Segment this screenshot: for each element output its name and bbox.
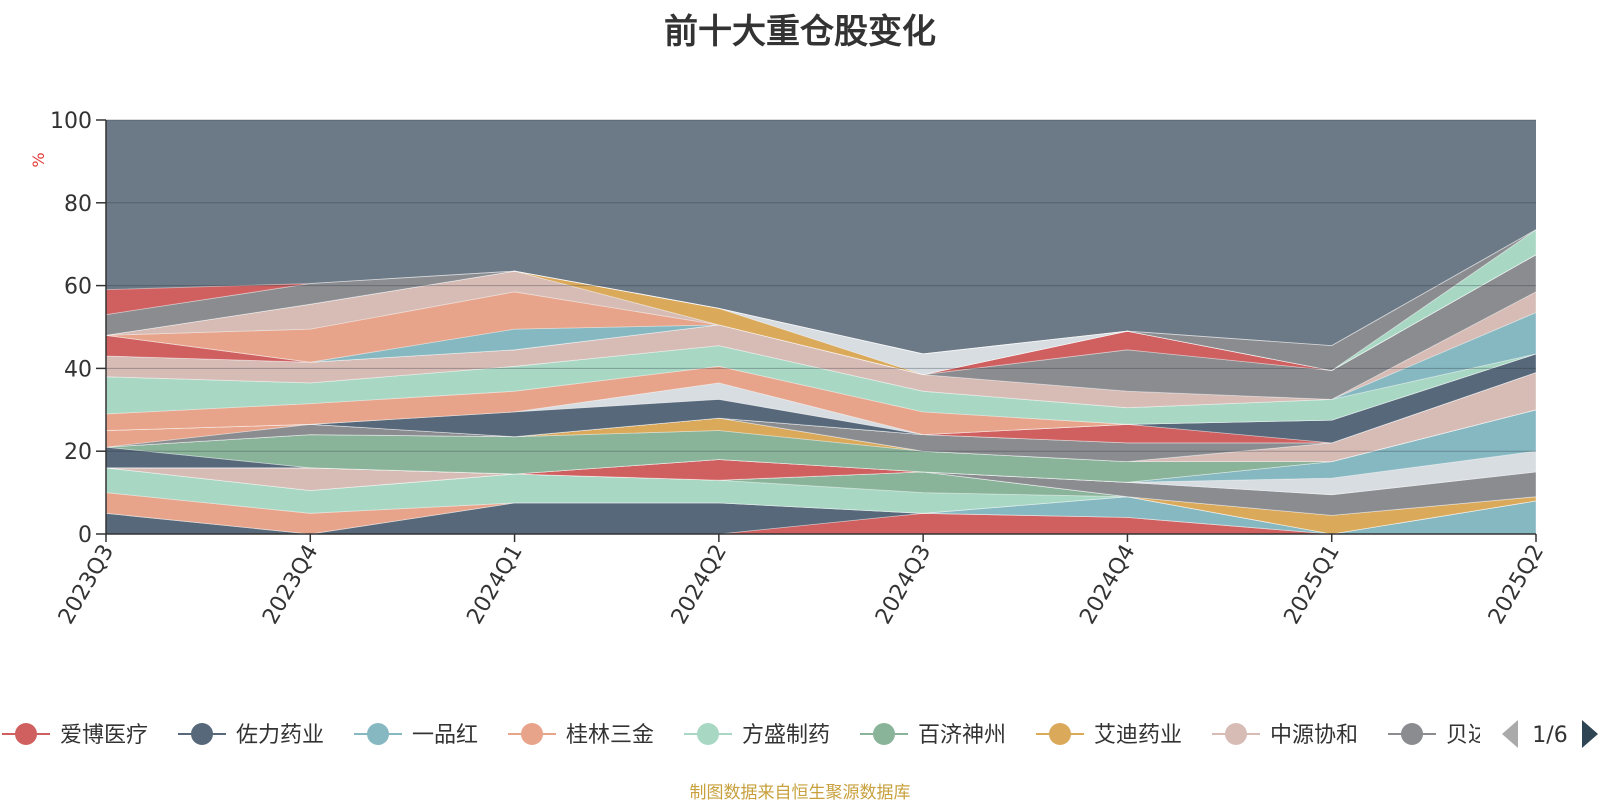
data-source-footer: 制图数据来自恒生聚源数据库 xyxy=(689,783,911,803)
legend-item-中源协和: 中源协和 xyxy=(1212,723,1358,748)
y-tick-label: 80 xyxy=(64,192,92,217)
legend-label: 艾迪药业 xyxy=(1094,723,1182,748)
legend-item-佐力药业: 佐力药业 xyxy=(178,723,324,748)
legend-next-arrow-icon[interactable] xyxy=(1582,720,1598,748)
legend-label: 贝达药业 xyxy=(1446,723,1534,748)
y-tick-label: 20 xyxy=(64,440,92,465)
series-area-series-24 xyxy=(105,311,1537,409)
legend-label: 一品红 xyxy=(412,723,478,748)
series-area-series-35 xyxy=(105,229,1537,355)
x-tick-label: 2024Q3 xyxy=(871,541,936,629)
x-tick-label: 2025Q1 xyxy=(1280,541,1345,629)
legend-label: 佐力药业 xyxy=(236,723,324,748)
legend-marker xyxy=(191,723,213,745)
x-tick-label: 2025Q2 xyxy=(1484,541,1549,629)
y-axis-unit-label: % xyxy=(29,152,48,167)
legend-item-桂林三金: 桂林三金 xyxy=(508,723,654,748)
legend-item-贝达药业: 贝达药业 xyxy=(1388,723,1534,748)
legend-item-爱博医疗: 爱博医疗 xyxy=(2,723,148,748)
legend-marker xyxy=(1049,723,1071,745)
y-tick-label: 0 xyxy=(78,523,92,548)
x-tick-label: 2023Q3 xyxy=(54,541,119,629)
legend-marker xyxy=(1401,723,1423,745)
series-areas xyxy=(105,228,1537,535)
legend-items: 爱博医疗 佐力药业 一品红 桂林三金 方盛制药 百济神州 艾迪药业 中源协和 贝达药业 xyxy=(2,723,1534,748)
legend-marker xyxy=(697,723,719,745)
series-area-series-26 xyxy=(105,253,1537,400)
legend-marker xyxy=(873,723,895,745)
legend-marker xyxy=(15,723,37,745)
series-area-series-33 xyxy=(105,228,1537,371)
x-tick-label: 2024Q1 xyxy=(462,541,527,629)
x-tick-label: 2023Q4 xyxy=(258,541,323,629)
grid-lines xyxy=(106,119,1536,452)
legend-page-indicator: 1/6 xyxy=(1532,723,1567,748)
legend-item-百济神州: 百济神州 xyxy=(860,723,1006,748)
chart-title: 前十大重仓股变化 xyxy=(664,12,936,52)
legend-item-方盛制药: 方盛制药 xyxy=(684,723,830,748)
series-area-series-23 xyxy=(105,345,1537,425)
legend-label: 百济神州 xyxy=(918,723,1006,748)
legend-label: 中源协和 xyxy=(1270,723,1358,748)
y-tick-label: 60 xyxy=(64,275,92,300)
y-tick-label: 40 xyxy=(64,357,92,382)
legend-marker xyxy=(521,723,543,745)
legend-prev-arrow-icon[interactable] xyxy=(1502,720,1518,748)
legend-label: 方盛制药 xyxy=(742,723,830,748)
legend-label: 桂林三金 xyxy=(566,723,654,748)
x-tick-label: 2024Q2 xyxy=(667,541,732,629)
legend-marker xyxy=(367,723,389,745)
legend-label: 爱博医疗 xyxy=(60,723,148,748)
y-tick-label: 100 xyxy=(50,109,92,134)
legend-marker xyxy=(1225,723,1247,745)
legend-pager: 1/6 xyxy=(1502,720,1598,748)
legend-item-一品红: 一品红 xyxy=(354,723,478,748)
x-tick-label: 2024Q4 xyxy=(1075,541,1140,629)
legend-item-艾迪药业: 艾迪药业 xyxy=(1036,723,1182,748)
series-area-series-34 xyxy=(105,229,1537,371)
